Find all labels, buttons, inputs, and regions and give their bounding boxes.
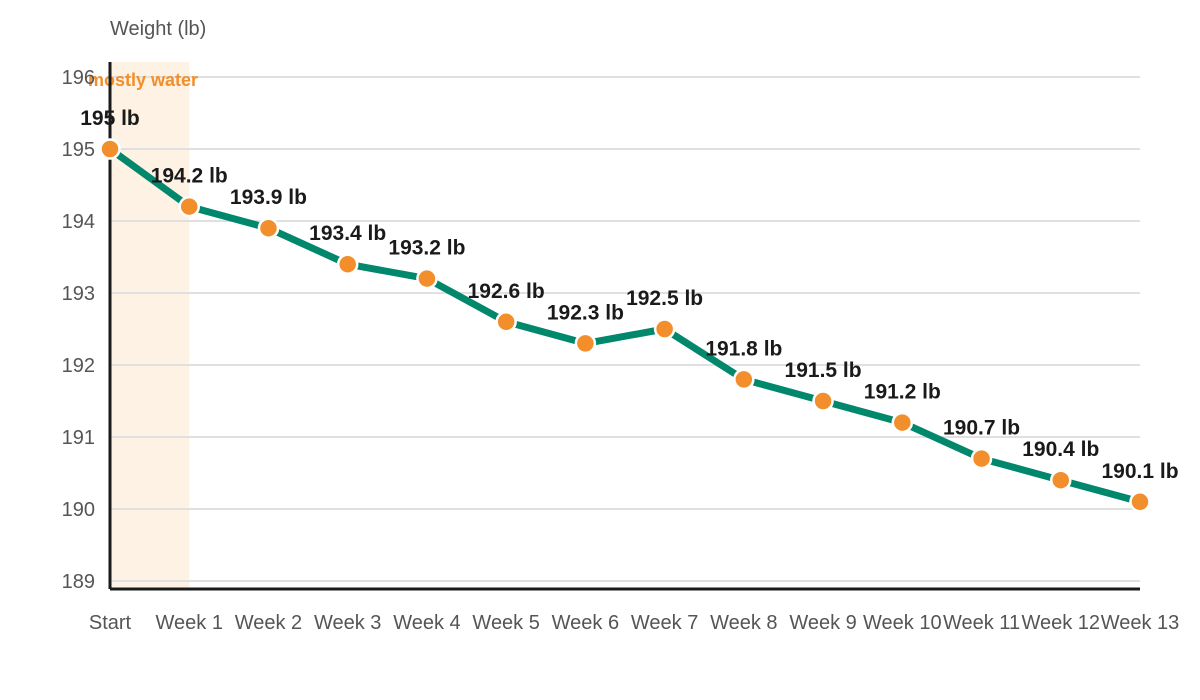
y-tick-label: 196 [62, 67, 95, 89]
data-points [99, 138, 1151, 513]
data-label: 193.9 lb [230, 186, 307, 209]
x-tick-label: Week 7 [631, 612, 698, 634]
series-line [107, 146, 1141, 506]
data-label: 190.7 lb [943, 417, 1020, 440]
x-tick-label: Week 2 [235, 612, 302, 634]
y-tick-label: 195 [62, 139, 95, 161]
annotation-label: mostly water [88, 70, 198, 90]
x-tick-label: Week 8 [710, 612, 777, 634]
data-label: 195 lb [80, 107, 140, 130]
data-label: 192.3 lb [547, 301, 624, 324]
x-tick-label: Week 11 [943, 612, 1020, 634]
data-point [733, 368, 755, 391]
data-point [970, 447, 993, 470]
data-point [336, 253, 359, 275]
data-label: 192.6 lb [468, 280, 545, 303]
data-point [495, 311, 517, 333]
y-tick-label: 191 [62, 427, 95, 449]
data-point [1129, 491, 1151, 513]
data-point [1050, 469, 1072, 491]
y-axis-ticks: 189 190 191 192 193 194 195 196 [62, 67, 95, 593]
x-axis-ticks: Start Week 1 Week 2 Week 3 Week 4 Week 5 Week … [89, 612, 1179, 634]
y-axis-title: Weight (lb) [110, 18, 206, 40]
x-tick-label: Week 10 [863, 612, 942, 634]
data-point [653, 318, 676, 340]
x-tick-label: Week 3 [314, 612, 381, 634]
data-label: 191.5 lb [785, 359, 862, 382]
data-point [891, 411, 914, 434]
y-tick-label: 189 [62, 571, 95, 593]
x-tick-label: Week 9 [789, 612, 856, 634]
data-label: 191.2 lb [864, 381, 941, 404]
data-label: 194.2 lb [151, 165, 228, 188]
x-tick-label: Week 4 [393, 612, 460, 634]
data-point [416, 267, 438, 290]
data-label: 192.5 lb [626, 287, 703, 310]
x-tick-label: Week 5 [472, 612, 539, 634]
grid-lines [110, 76, 1140, 582]
data-point [178, 195, 200, 218]
data-label: 190.4 lb [1022, 438, 1099, 461]
y-tick-label: 194 [62, 211, 95, 233]
x-tick-label: Start [89, 612, 132, 634]
data-point [257, 217, 280, 239]
y-tick-label: 190 [62, 499, 95, 521]
x-tick-label: Week 1 [156, 612, 223, 634]
y-tick-label: 192 [62, 355, 95, 377]
data-point [812, 390, 834, 412]
data-label: 193.4 lb [309, 222, 386, 245]
x-tick-label: Week 13 [1101, 612, 1180, 634]
data-point [574, 332, 597, 355]
x-tick-label: Week 6 [552, 612, 619, 634]
data-label: 193.2 lb [388, 237, 465, 260]
data-label: 191.8 lb [705, 337, 782, 360]
x-tick-label: Week 12 [1021, 612, 1100, 634]
y-tick-label: 193 [62, 283, 95, 305]
data-label: 190.1 lb [1101, 460, 1178, 483]
data-point [99, 138, 121, 160]
